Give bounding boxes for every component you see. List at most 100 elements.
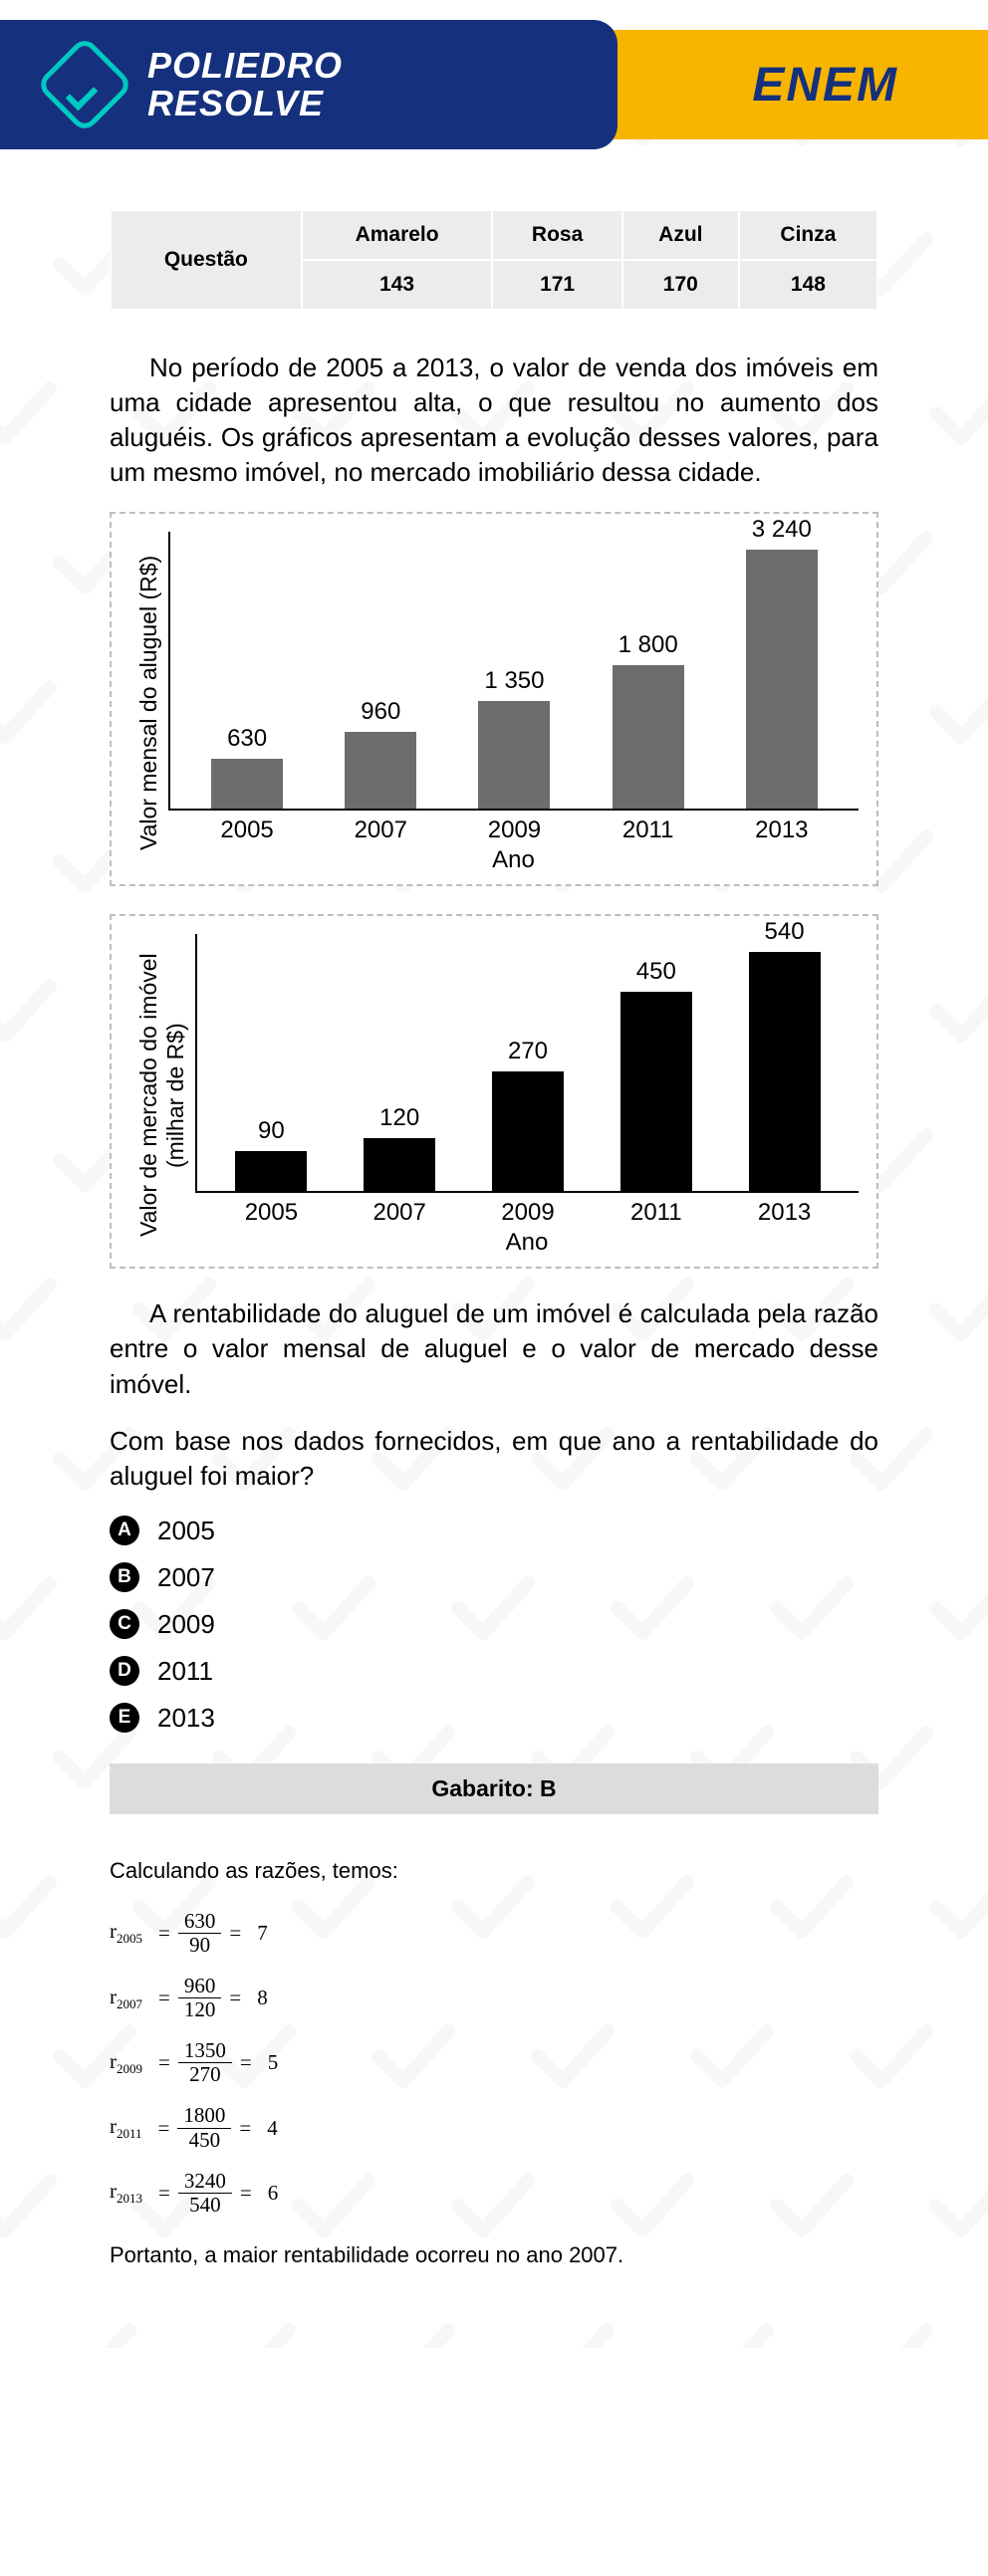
option-letter: B	[110, 1562, 139, 1592]
page-header: ENEM POLIEDRO RESOLVE	[0, 0, 988, 169]
ratio-result: 4	[267, 2116, 278, 2141]
chart-rent: Valor mensal do aluguel (R$) 630 960 1 350…	[110, 512, 878, 886]
header-brand-banner: POLIEDRO RESOLVE	[0, 20, 618, 149]
bar	[364, 1138, 435, 1191]
bar-value-label: 3 240	[752, 516, 812, 544]
answer-options: A 2005 B2007 C 2009 D 2011 E2013	[110, 1516, 878, 1734]
bar	[492, 1071, 564, 1191]
bar-value-label: 270	[508, 1038, 548, 1065]
answer-option[interactable]: A 2005	[110, 1516, 878, 1546]
bar-column: 450	[599, 958, 714, 1191]
brand-text: POLIEDRO RESOLVE	[147, 47, 343, 122]
xtick-label: 2011	[588, 817, 708, 844]
bar-column: 1 800	[588, 631, 708, 809]
qtable-col: Amarelo	[302, 210, 493, 260]
ratio-symbol: r2007	[110, 1985, 142, 2012]
bar-column: 3 240	[721, 516, 842, 809]
bar-column: 90	[213, 1117, 329, 1191]
equals-sign: =	[240, 2181, 252, 2206]
option-text: 2005	[157, 1516, 215, 1546]
chart2-xticks: 20052007200920112013	[195, 1193, 859, 1227]
bar	[613, 665, 684, 809]
bar-column: 630	[187, 725, 308, 810]
answer-key-bar: Gabarito: B	[110, 1763, 878, 1814]
bar-column: 120	[342, 1104, 457, 1191]
brand-line2: RESOLVE	[147, 85, 343, 122]
solution-conclusion: Portanto, a maior rentabilidade ocorreu …	[110, 2242, 878, 2268]
question-definition: A rentabilidade do aluguel de um imóvel …	[110, 1296, 878, 1401]
answer-option[interactable]: D 2011	[110, 1656, 878, 1687]
option-letter: D	[110, 1656, 139, 1686]
ratio-symbol: r2011	[110, 2114, 142, 2142]
bar	[478, 701, 550, 809]
equals-sign: =	[158, 1921, 170, 1946]
option-text: 2011	[157, 1656, 213, 1687]
chart-market: Valor de mercado do imóvel (milhar de R$…	[110, 914, 878, 1269]
qtable-val: 170	[622, 260, 739, 310]
exam-name: ENEM	[752, 58, 898, 113]
xtick-label: 2007	[321, 817, 441, 844]
equals-sign: =	[229, 1986, 241, 2010]
bar-value-label: 1 350	[484, 667, 544, 695]
qtable-col: Rosa	[492, 210, 621, 260]
bar-column: 1 350	[454, 667, 575, 809]
fraction: 3240540	[178, 2170, 232, 2217]
answer-option[interactable]: C 2009	[110, 1609, 878, 1640]
option-letter: A	[110, 1516, 139, 1545]
qtable-val: 148	[739, 260, 877, 310]
answer-option[interactable]: E2013	[110, 1703, 878, 1734]
qtable-col: Cinza	[739, 210, 877, 260]
ratio-symbol: r2005	[110, 1919, 142, 1947]
qtable-val: 143	[302, 260, 493, 310]
bar-value-label: 120	[379, 1104, 419, 1132]
xtick-label: 2013	[727, 1199, 843, 1227]
bar	[211, 759, 283, 810]
xtick-label: 2011	[599, 1199, 714, 1227]
ratio-symbol: r2013	[110, 2179, 142, 2207]
qtable-val: 171	[492, 260, 621, 310]
bar-column: 270	[470, 1038, 586, 1191]
qtable-rowheader: Questão	[111, 210, 302, 310]
ratio-result: 7	[257, 1921, 268, 1946]
ratio-line: r2013=3240540=6	[110, 2170, 878, 2217]
xtick-label: 2005	[187, 817, 308, 844]
xtick-label: 2009	[470, 1199, 586, 1227]
bar-column: 960	[321, 698, 441, 809]
option-letter: C	[110, 1609, 139, 1639]
fraction: 1800450	[177, 2104, 231, 2151]
equals-sign: =	[158, 2050, 170, 2075]
equals-sign: =	[229, 1921, 241, 1946]
ratio-symbol: r2009	[110, 2049, 142, 2077]
answer-option[interactable]: B2007	[110, 1562, 878, 1593]
equals-sign: =	[158, 2116, 170, 2141]
bar	[749, 952, 821, 1191]
fraction: 1350270	[178, 2039, 232, 2086]
solution-intro: Calculando as razões, temos:	[110, 1858, 878, 1884]
bar-value-label: 540	[765, 918, 805, 946]
ratio-result: 5	[268, 2050, 279, 2075]
equals-sign: =	[158, 2181, 170, 2206]
bar-value-label: 630	[227, 725, 267, 753]
option-letter: E	[110, 1703, 139, 1733]
bar	[235, 1151, 307, 1191]
bar-value-label: 90	[258, 1117, 285, 1145]
chart1-xticks: 20052007200920112013	[168, 811, 859, 844]
ratio-result: 8	[257, 1986, 268, 2010]
chart1-bars: 6309601 3501 8003 240	[168, 532, 859, 811]
fraction: 63090	[178, 1910, 222, 1957]
chart1-ylabel: Valor mensal do aluguel (R$)	[129, 532, 168, 874]
brand-line1: POLIEDRO	[147, 47, 343, 85]
bar	[746, 550, 818, 809]
page-content: Questão Amarelo Rosa Azul Cinza 143 171 …	[0, 169, 988, 2348]
ratio-line: r2011 = 1800450 = 4	[110, 2104, 878, 2151]
bar-value-label: 1 800	[618, 631, 678, 659]
chart1-xlabel: Ano	[168, 846, 859, 874]
equals-sign: =	[239, 2116, 251, 2141]
chart2-bars: 90120270450540	[195, 934, 859, 1193]
question-id-table: Questão Amarelo Rosa Azul Cinza 143 171 …	[110, 209, 878, 311]
ratio-line: r2009=1350270=5	[110, 2039, 878, 2086]
option-text: 2009	[157, 1609, 215, 1640]
xtick-label: 2013	[721, 817, 842, 844]
qtable-col: Azul	[622, 210, 739, 260]
fraction: 960120	[178, 1975, 222, 2021]
